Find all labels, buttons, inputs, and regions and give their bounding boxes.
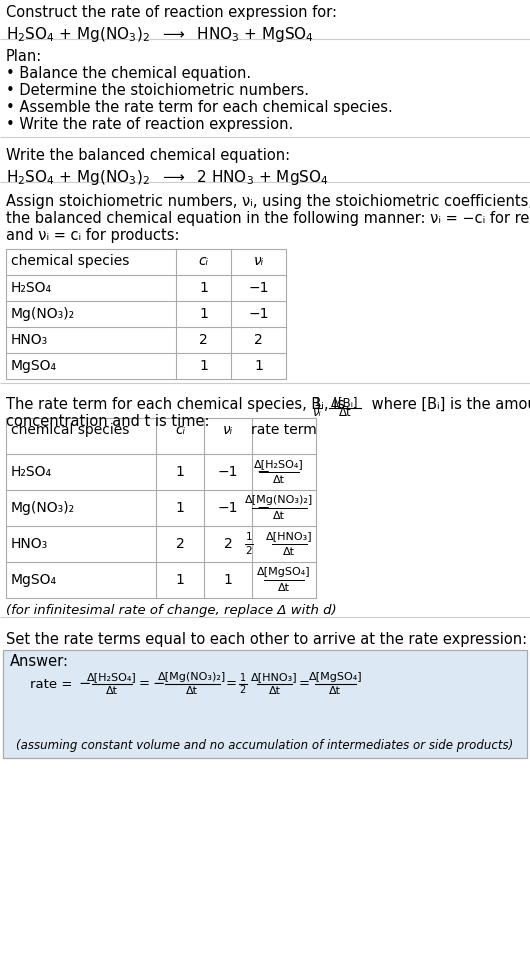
Text: H$_2$SO$_4$ + Mg(NO$_3$)$_2$  $\longrightarrow$  2 HNO$_3$ + MgSO$_4$: H$_2$SO$_4$ + Mg(NO$_3$)$_2$ $\longright… [6, 168, 329, 187]
Text: cᵢ: cᵢ [198, 254, 209, 268]
Text: chemical species: chemical species [11, 254, 129, 268]
Text: =: = [138, 677, 149, 691]
Text: • Balance the chemical equation.: • Balance the chemical equation. [6, 66, 251, 81]
Bar [6, 418, 316, 598]
Text: νᵢ: νᵢ [223, 423, 233, 437]
Text: Δt: Δt [278, 583, 290, 593]
Text: Δ[Mg(NO₃)₂]: Δ[Mg(NO₃)₂] [158, 672, 226, 682]
Text: 2: 2 [254, 333, 263, 347]
Text: Δ[HNO₃]: Δ[HNO₃] [251, 672, 298, 682]
Text: Plan:: Plan: [6, 49, 42, 64]
Text: Δt: Δt [273, 511, 285, 521]
Text: concentration and t is time:: concentration and t is time: [6, 414, 209, 429]
Bar [6, 249, 286, 379]
Text: • Determine the stoichiometric numbers.: • Determine the stoichiometric numbers. [6, 83, 309, 98]
Text: • Assemble the rate term for each chemical species.: • Assemble the rate term for each chemic… [6, 100, 393, 115]
Text: νᵢ: νᵢ [253, 254, 263, 268]
Text: −: − [256, 465, 269, 479]
Text: 1: 1 [246, 532, 252, 542]
Text: Δ[Mg(NO₃)₂]: Δ[Mg(NO₃)₂] [245, 495, 313, 505]
Text: Δ[H₂SO₄]: Δ[H₂SO₄] [87, 672, 137, 682]
Text: Δt: Δt [330, 686, 341, 696]
Text: MgSO₄: MgSO₄ [11, 573, 57, 587]
Text: 1: 1 [199, 281, 208, 295]
Text: =: = [298, 677, 310, 691]
Text: and νᵢ = cᵢ for products:: and νᵢ = cᵢ for products: [6, 228, 180, 243]
Text: 1: 1 [313, 397, 321, 410]
Text: cᵢ: cᵢ [175, 423, 185, 437]
Text: Assign stoichiometric numbers, νᵢ, using the stoichiometric coefficients, cᵢ, fr: Assign stoichiometric numbers, νᵢ, using… [6, 194, 530, 209]
Text: Δt: Δt [273, 475, 285, 485]
Text: Construct the rate of reaction expression for:: Construct the rate of reaction expressio… [6, 5, 337, 20]
Text: 2: 2 [240, 685, 246, 695]
Text: Δt: Δt [106, 686, 118, 696]
Text: 2: 2 [246, 546, 252, 556]
Text: 2: 2 [175, 537, 184, 551]
Text: rate =: rate = [30, 677, 77, 691]
Text: (assuming constant volume and no accumulation of intermediates or side products): (assuming constant volume and no accumul… [16, 739, 514, 752]
Text: H₂SO₄: H₂SO₄ [11, 281, 52, 295]
Text: 1: 1 [175, 501, 184, 515]
Text: Δt: Δt [269, 686, 280, 696]
Text: −: − [256, 501, 269, 515]
Text: Δ[Bᵢ]: Δ[Bᵢ] [331, 397, 359, 410]
Text: H₂SO₄: H₂SO₄ [11, 465, 52, 479]
Text: 1: 1 [240, 673, 246, 683]
Text: 1: 1 [254, 359, 263, 373]
Text: HNO₃: HNO₃ [11, 333, 48, 347]
Text: 1: 1 [175, 465, 184, 479]
Text: =: = [226, 677, 236, 691]
Text: (for infinitesimal rate of change, replace Δ with d): (for infinitesimal rate of change, repla… [6, 604, 337, 617]
Text: where [Bᵢ] is the amount: where [Bᵢ] is the amount [367, 397, 530, 412]
Text: Mg(NO₃)₂: Mg(NO₃)₂ [11, 501, 75, 515]
Text: the balanced chemical equation in the following manner: νᵢ = −cᵢ for reactants: the balanced chemical equation in the fo… [6, 211, 530, 226]
Text: 1: 1 [224, 573, 233, 587]
Text: −: − [78, 676, 90, 692]
Text: Mg(NO₃)₂: Mg(NO₃)₂ [11, 307, 75, 321]
Text: −1: −1 [248, 281, 269, 295]
Text: rate term: rate term [251, 423, 317, 437]
Text: HNO₃: HNO₃ [11, 537, 48, 551]
Text: 1: 1 [175, 573, 184, 587]
Text: −: − [152, 676, 164, 692]
Text: Set the rate terms equal to each other to arrive at the rate expression:: Set the rate terms equal to each other t… [6, 632, 527, 647]
Text: Δ[MgSO₄]: Δ[MgSO₄] [257, 567, 311, 577]
Bar [3, 650, 527, 758]
Text: H$_2$SO$_4$ + Mg(NO$_3$)$_2$  $\longrightarrow$  HNO$_3$ + MgSO$_4$: H$_2$SO$_4$ + Mg(NO$_3$)$_2$ $\longright… [6, 25, 314, 44]
Text: Δt: Δt [186, 686, 198, 696]
Text: −1: −1 [218, 501, 238, 515]
Text: νᵢ: νᵢ [313, 407, 321, 419]
Text: 1: 1 [199, 359, 208, 373]
Text: 1: 1 [199, 307, 208, 321]
Text: MgSO₄: MgSO₄ [11, 359, 57, 373]
Text: The rate term for each chemical species, Bᵢ, is: The rate term for each chemical species,… [6, 397, 350, 412]
Text: 2: 2 [224, 537, 232, 551]
Text: Δ[HNO₃]: Δ[HNO₃] [266, 531, 312, 541]
Text: Δ[H₂SO₄]: Δ[H₂SO₄] [254, 459, 304, 469]
Text: Write the balanced chemical equation:: Write the balanced chemical equation: [6, 148, 290, 163]
Text: chemical species: chemical species [11, 423, 129, 437]
Text: −1: −1 [218, 465, 238, 479]
Text: Answer:: Answer: [10, 654, 69, 669]
Text: • Write the rate of reaction expression.: • Write the rate of reaction expression. [6, 117, 293, 132]
Text: Δ[MgSO₄]: Δ[MgSO₄] [308, 672, 362, 682]
Text: 2: 2 [199, 333, 208, 347]
Text: Δt: Δt [339, 407, 351, 419]
Text: Δt: Δt [283, 547, 295, 557]
Text: −1: −1 [248, 307, 269, 321]
